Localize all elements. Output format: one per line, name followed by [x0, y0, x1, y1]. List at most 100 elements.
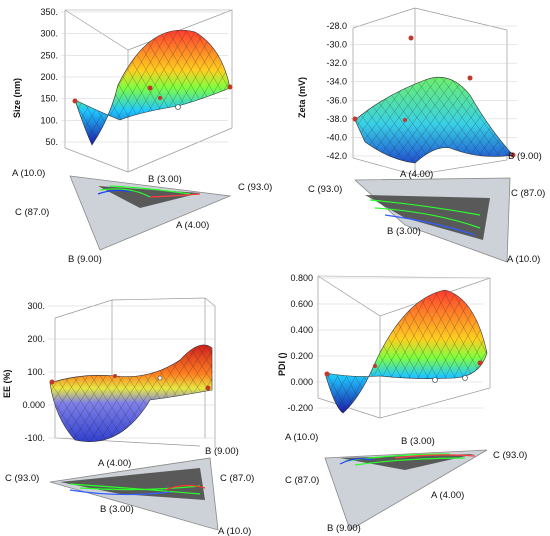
- design-point: [477, 360, 483, 366]
- mesh-line: [486, 290, 487, 413]
- vertex-label: B (9.00): [327, 523, 361, 534]
- base-triangle: [324, 449, 488, 531]
- mesh-line: [477, 290, 487, 413]
- z-tick-label: 300.: [40, 29, 58, 39]
- z-axis-label: Size (nm): [12, 78, 22, 118]
- vertex-label: C (87.0): [511, 188, 545, 199]
- size-surface-plot: 350. 300. 250. 200. 150. 100. 50. Size (nm) A …: [0, 0, 275, 268]
- z-tick-labels: 300. 200. 100. 0.000 -100.: [22, 301, 45, 443]
- z-tick-label: 0.200: [290, 351, 313, 361]
- mesh-line: [372, 77, 444, 163]
- vertex-label: B (3.00): [100, 504, 134, 515]
- contour-red: [394, 454, 476, 459]
- vertex-label: A (4.00): [176, 220, 209, 231]
- zeta-plot-svg: -28.0 -30.0 -32.0 -34.0 -36.0 -38.0 -40.0 -42.0…: [297, 7, 550, 265]
- design-point: [408, 35, 414, 41]
- vertex-label: B (9.00): [508, 151, 542, 162]
- size-plot-svg: 350. 300. 250. 200. 150. 100. 50. Size (nm) A …: [0, 7, 275, 265]
- contour-red: [164, 484, 206, 491]
- z-tick-label: -40.0: [326, 132, 347, 142]
- mesh-line: [246, 25, 275, 145]
- vertex-label: C (93.0): [493, 450, 527, 461]
- z-tick-label: 0.000: [290, 377, 313, 387]
- z-tick-label: 200.: [27, 334, 45, 344]
- z-tick-label: 0.400: [290, 325, 313, 335]
- mesh-line: [248, 340, 275, 448]
- mesh-line: [480, 77, 513, 163]
- mesh-line: [0, 25, 64, 145]
- z-tick-label: -34.0: [326, 77, 347, 87]
- z-tick-label: 300.: [27, 301, 45, 311]
- contour-projection: [365, 195, 490, 240]
- z-tick-label: 100.: [40, 115, 58, 125]
- mesh-line: [230, 340, 275, 448]
- mesh-line: [230, 340, 275, 448]
- z-tick-label: -0.200: [287, 403, 313, 413]
- response-surface: [324, 289, 488, 414]
- design-point: [462, 375, 468, 381]
- z-tick-label: -100.: [24, 433, 45, 443]
- z-axis-label: EE (%): [2, 369, 12, 398]
- mesh-line: [514, 288, 550, 416]
- vertex-label: B (3.00): [148, 174, 182, 185]
- contour-blue: [339, 458, 374, 465]
- mesh-line: [489, 77, 513, 163]
- mesh-line: [505, 288, 550, 416]
- mesh-line: [227, 30, 230, 146]
- response-surface: [49, 344, 213, 442]
- mesh-line: [255, 25, 275, 145]
- z-tick-label: 350.: [40, 7, 58, 17]
- z-tick-label: 200.: [40, 72, 58, 82]
- vertex-label: C (87.0): [220, 473, 254, 484]
- mesh-line: [486, 290, 487, 413]
- z-tick-label: -38.0: [326, 114, 347, 124]
- mesh-line: [75, 30, 119, 146]
- mesh-line: [0, 25, 55, 145]
- vertex-label: A (10.0): [218, 526, 251, 536]
- base-triangle: [69, 175, 232, 251]
- mesh-line: [248, 340, 275, 448]
- design-point: [373, 364, 377, 368]
- pdi-plot-svg: 0.800 0.600 0.400 0.200 0.000 -0.200 PDI () A…: [275, 273, 550, 534]
- mesh-line: [541, 288, 550, 416]
- design-point: [510, 152, 516, 158]
- contour-green: [69, 483, 201, 495]
- z-tick-labels: 350. 300. 250. 200. 150. 100. 50.: [40, 7, 58, 147]
- design-point: [227, 84, 233, 90]
- mesh-line: [246, 25, 275, 145]
- mesh-line: [523, 288, 550, 416]
- mesh-line: [237, 25, 275, 145]
- vertex-label: C (87.0): [285, 475, 319, 486]
- mesh-line: [514, 288, 550, 416]
- z-tick-label: 0.800: [290, 273, 313, 283]
- mesh-line: [239, 340, 275, 448]
- contour-blue: [384, 214, 476, 236]
- vertex-label: A (10.0): [12, 168, 45, 179]
- vertex-label: C (93.0): [5, 473, 39, 484]
- mesh-line: [257, 340, 275, 448]
- mesh-line: [227, 30, 230, 146]
- z-tick-label: 50.: [45, 137, 58, 147]
- design-point: [157, 375, 163, 381]
- contour-blue: [97, 189, 131, 195]
- vertex-label: B (3.00): [401, 436, 435, 447]
- mesh-line: [275, 288, 287, 416]
- mesh-line: [325, 290, 360, 413]
- ee-plot-svg: 300. 200. 100. 0.000 -100. EE (%) B (9.00) A…: [2, 297, 275, 536]
- mesh-line: [544, 70, 550, 165]
- design-point: [175, 104, 181, 110]
- mesh-line: [264, 25, 275, 145]
- vertex-label: A (4.00): [431, 490, 464, 501]
- z-tick-label: 100.: [27, 367, 45, 377]
- design-point: [403, 118, 407, 122]
- mesh-line: [237, 25, 275, 145]
- response-surface: [354, 76, 514, 164]
- mesh-line: [399, 77, 471, 163]
- z-tick-label: -32.0: [326, 58, 347, 68]
- z-tick-label: -36.0: [326, 95, 347, 105]
- mesh-line: [355, 77, 390, 163]
- contour-red: [149, 193, 201, 198]
- z-tick-label: -42.0: [326, 151, 347, 161]
- z-tick-label: 250.: [40, 50, 58, 60]
- vertex-label: C (87.0): [15, 207, 49, 218]
